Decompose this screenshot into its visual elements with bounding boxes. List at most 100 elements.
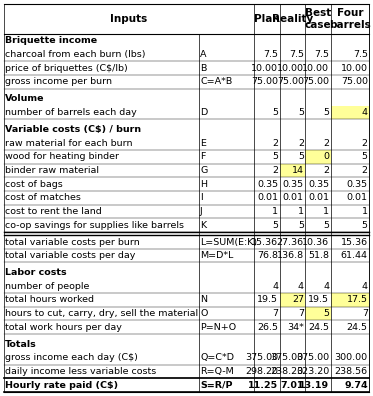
- Text: binder raw material: binder raw material: [5, 166, 99, 175]
- Text: 7.5: 7.5: [263, 50, 278, 59]
- Text: 1: 1: [323, 207, 329, 216]
- Text: 11.25: 11.25: [248, 381, 278, 390]
- Text: 7.5: 7.5: [314, 50, 329, 59]
- Text: 136.8: 136.8: [277, 251, 304, 260]
- Text: A: A: [200, 50, 207, 59]
- Text: daily income less variable costs: daily income less variable costs: [5, 367, 156, 376]
- Bar: [4, 249, 369, 263]
- Text: 2: 2: [323, 139, 329, 148]
- Text: Hourly rate paid (C$): Hourly rate paid (C$): [5, 381, 118, 390]
- Text: 75.00: 75.00: [251, 77, 278, 86]
- Text: 0.01: 0.01: [347, 193, 368, 202]
- Text: 2: 2: [272, 139, 278, 148]
- Text: Labor costs: Labor costs: [5, 268, 67, 277]
- Text: Inputs: Inputs: [110, 14, 148, 24]
- Text: 5: 5: [272, 152, 278, 161]
- Bar: [4, 136, 369, 150]
- Text: 1: 1: [272, 207, 278, 216]
- Bar: [4, 92, 369, 106]
- Text: B: B: [200, 64, 206, 73]
- Text: 0: 0: [323, 152, 329, 161]
- Bar: [4, 106, 369, 119]
- Bar: [305, 150, 331, 164]
- Text: cost of bags: cost of bags: [5, 179, 63, 188]
- Text: I: I: [200, 193, 203, 202]
- Text: 298.20: 298.20: [245, 367, 278, 376]
- Text: 5: 5: [323, 108, 329, 117]
- Text: 75.00: 75.00: [277, 77, 304, 86]
- Text: 5: 5: [362, 152, 368, 161]
- Text: M=D*L: M=D*L: [200, 251, 233, 260]
- Text: 51.8: 51.8: [308, 251, 329, 260]
- Bar: [4, 334, 369, 337]
- Text: R=Q-M: R=Q-M: [200, 367, 234, 376]
- Text: 9.74: 9.74: [344, 381, 368, 390]
- Text: 15.36: 15.36: [341, 238, 368, 247]
- Bar: [4, 191, 369, 205]
- Text: 19.5: 19.5: [308, 295, 329, 305]
- Text: 5: 5: [323, 309, 329, 318]
- Text: 0.01: 0.01: [283, 193, 304, 202]
- Text: 61.44: 61.44: [341, 251, 368, 260]
- Text: F: F: [200, 152, 206, 161]
- Text: charcoal from each burn (lbs): charcoal from each burn (lbs): [5, 50, 146, 59]
- Bar: [4, 379, 369, 392]
- Text: 7.5: 7.5: [353, 50, 368, 59]
- Text: 19.5: 19.5: [257, 295, 278, 305]
- Text: N: N: [200, 295, 207, 305]
- Text: 375.00: 375.00: [296, 353, 329, 362]
- Text: Best
case: Best case: [305, 8, 331, 30]
- Bar: [4, 164, 369, 177]
- Text: 238.56: 238.56: [335, 367, 368, 376]
- Text: number of people: number of people: [5, 282, 90, 291]
- Text: total hours worked: total hours worked: [5, 295, 94, 305]
- Text: 27.36: 27.36: [277, 238, 304, 247]
- Text: total variable costs per day: total variable costs per day: [5, 251, 136, 260]
- Text: 10.00: 10.00: [277, 64, 304, 73]
- Bar: [4, 263, 369, 266]
- Text: Briquette income: Briquette income: [5, 36, 97, 46]
- Text: 75.00: 75.00: [341, 77, 368, 86]
- Bar: [4, 119, 369, 123]
- Text: 75.00: 75.00: [303, 77, 329, 86]
- Text: 17.5: 17.5: [347, 295, 368, 305]
- Text: 4: 4: [272, 282, 278, 291]
- Text: 0.35: 0.35: [308, 179, 329, 188]
- Text: Volume: Volume: [5, 94, 45, 103]
- Text: E: E: [200, 139, 206, 148]
- Bar: [4, 235, 369, 249]
- Text: 76.8: 76.8: [257, 251, 278, 260]
- Text: 34*: 34*: [287, 323, 304, 332]
- Text: wood for heating binder: wood for heating binder: [5, 152, 119, 161]
- Bar: [4, 218, 369, 232]
- Text: 26.5: 26.5: [257, 323, 278, 332]
- Text: cost to rent the land: cost to rent the land: [5, 207, 102, 216]
- Bar: [280, 164, 305, 177]
- Bar: [4, 150, 369, 164]
- Text: K: K: [200, 221, 206, 230]
- Text: Reality: Reality: [272, 14, 313, 24]
- Text: 2: 2: [272, 166, 278, 175]
- Bar: [4, 4, 369, 34]
- Text: Plan: Plan: [254, 14, 280, 24]
- Text: H: H: [200, 179, 207, 188]
- Text: 0.35: 0.35: [347, 179, 368, 188]
- Text: 0.35: 0.35: [283, 179, 304, 188]
- Text: number of barrels each day: number of barrels each day: [5, 108, 137, 117]
- Text: 4: 4: [362, 108, 368, 117]
- Bar: [4, 232, 369, 235]
- Bar: [4, 351, 369, 365]
- Text: 1: 1: [362, 207, 368, 216]
- Bar: [4, 293, 369, 307]
- Text: Four
barrels: Four barrels: [329, 8, 371, 30]
- Text: 14: 14: [292, 166, 304, 175]
- Text: 10.00: 10.00: [341, 64, 368, 73]
- Text: 0.01: 0.01: [308, 193, 329, 202]
- Text: 7: 7: [272, 309, 278, 318]
- Text: price of briquettes (C$/lb): price of briquettes (C$/lb): [5, 64, 128, 73]
- Text: 5: 5: [298, 152, 304, 161]
- Text: 2: 2: [323, 166, 329, 175]
- Text: 2: 2: [298, 139, 304, 148]
- Text: Totals: Totals: [5, 340, 37, 349]
- Bar: [4, 48, 369, 61]
